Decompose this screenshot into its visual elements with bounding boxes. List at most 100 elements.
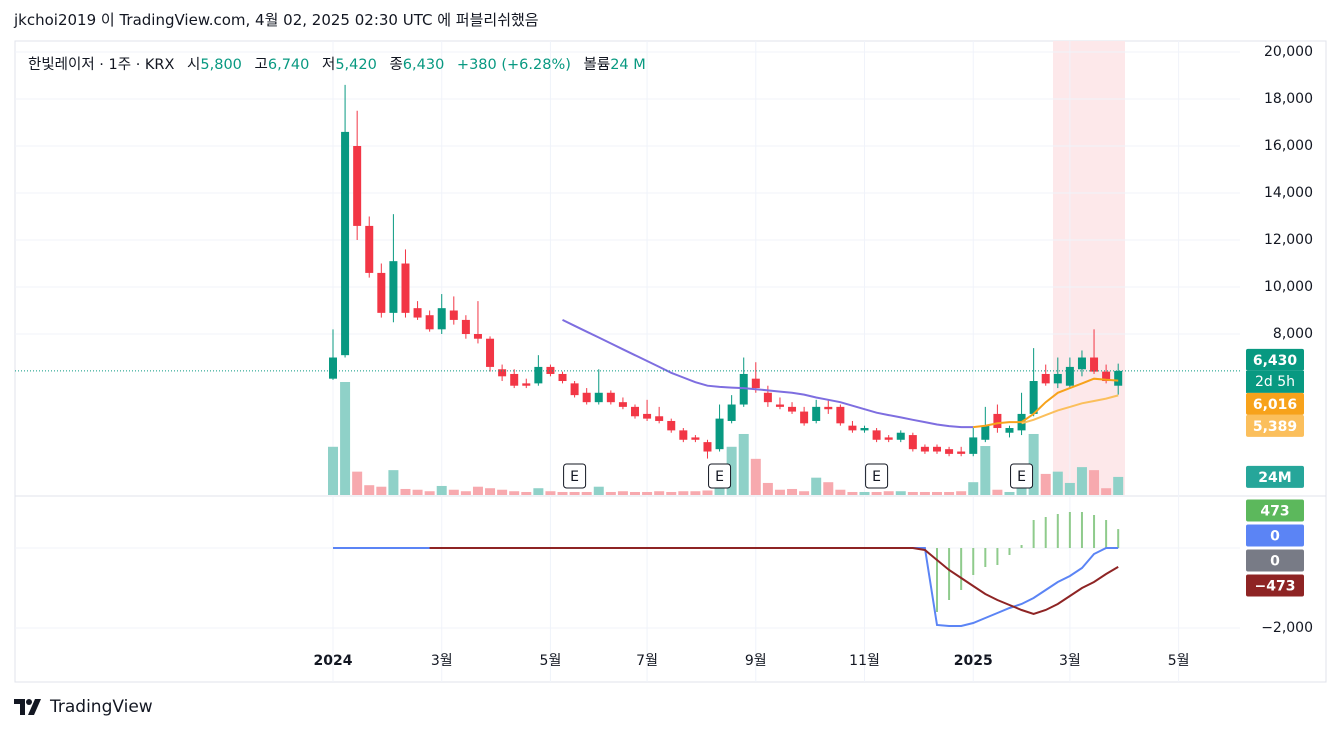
- volume-bar: [654, 491, 665, 495]
- y-tick-label: −2,000: [1261, 620, 1313, 636]
- candle-body: [353, 146, 362, 226]
- axis-badge: [1246, 414, 1304, 437]
- axis-badge: [1246, 499, 1304, 522]
- volume-bar: [702, 490, 713, 495]
- frame: [14, 40, 1327, 683]
- volume-bar: [726, 446, 737, 495]
- volume-bar: [968, 482, 979, 495]
- candle-body: [522, 383, 531, 386]
- candle-body: [510, 373, 519, 386]
- volume-bar: [497, 489, 508, 495]
- candle-body: [933, 446, 941, 452]
- candle-body: [546, 366, 555, 374]
- event-marker: [865, 463, 889, 489]
- volume-bar: [352, 471, 363, 495]
- x-tick-label: 5월: [1168, 653, 1190, 669]
- volume-bar: [605, 491, 616, 495]
- volume-bar: [485, 488, 496, 495]
- low-value: 5,420: [335, 57, 377, 73]
- candle-body: [618, 402, 627, 407]
- volume-bar: [871, 491, 882, 495]
- volume-bar: [593, 486, 604, 495]
- candle-body: [788, 406, 797, 412]
- volume-bar: [412, 489, 423, 495]
- volume-bar: [932, 491, 942, 495]
- histogram-bar: [1020, 545, 1023, 548]
- volume-bar: [376, 486, 387, 495]
- histogram-bar: [1117, 529, 1120, 548]
- axis-badge-label: 24M: [1258, 470, 1291, 486]
- axis-badge-label: 6,016: [1253, 397, 1297, 413]
- volume-bar: [835, 489, 846, 495]
- axis-badge: [1246, 392, 1304, 415]
- volume-label: 볼륨: [583, 57, 611, 73]
- candle-body: [449, 310, 458, 320]
- volume-bar: [799, 491, 810, 495]
- candle-body: [739, 373, 748, 405]
- axis-badge: [1246, 524, 1304, 547]
- volume-bar: [424, 491, 435, 495]
- volume-bar: [1052, 471, 1063, 495]
- event-label: E: [1017, 469, 1026, 485]
- legend: 한빛레이저 · 1주 · KRX 시5,800 고6,740 저5,420 종6…: [28, 53, 646, 74]
- volume-bar: [436, 485, 447, 495]
- candle-body: [896, 432, 905, 440]
- x-tick-label: 2024: [314, 653, 353, 669]
- volume-bar: [787, 488, 798, 495]
- volume-bar: [569, 491, 580, 495]
- x-tick-label: 9월: [745, 653, 767, 669]
- symbol: 한빛레이저 · 1주 · KRX: [28, 57, 175, 73]
- candle-body: [582, 392, 591, 403]
- volume-bar: [617, 491, 628, 495]
- high-value: 6,740: [267, 57, 310, 73]
- x-tick-label: 3월: [1059, 653, 1081, 669]
- candle-body: [377, 272, 386, 313]
- candle-body: [860, 428, 869, 431]
- histogram-bar: [996, 548, 999, 565]
- candle-body: [1102, 371, 1111, 382]
- volume-bar: [690, 491, 701, 495]
- candle-body: [558, 373, 567, 382]
- candle-body: [425, 315, 434, 330]
- axis-badge-label: 0: [1270, 529, 1280, 545]
- event-label: E: [872, 469, 881, 485]
- candle-body: [848, 425, 857, 431]
- candle-body: [775, 404, 784, 407]
- volume-bar: [956, 491, 967, 495]
- y-tick-label: 18,000: [1264, 91, 1313, 107]
- candle-body: [486, 338, 495, 367]
- histogram-bar: [1056, 514, 1059, 548]
- volume-bar: [521, 491, 532, 495]
- y-tick-label: 12,000: [1264, 232, 1313, 248]
- volume-bar: [581, 491, 592, 495]
- volume-bar: [460, 491, 471, 495]
- histogram-bar: [960, 548, 963, 590]
- volume-bar: [557, 491, 568, 495]
- y-tick-label: 20,000: [1264, 44, 1313, 60]
- histogram-bar: [972, 548, 975, 575]
- candle-body: [365, 225, 374, 273]
- axis-badge-label: 0: [1270, 554, 1280, 570]
- volume-bar: [1064, 482, 1075, 495]
- moving-average-line: [562, 319, 974, 429]
- candle-body: [341, 131, 350, 356]
- volume-bar: [1040, 473, 1051, 495]
- volume-bar: [1089, 470, 1100, 495]
- candle-body: [1077, 357, 1086, 370]
- histogram-bar: [1068, 512, 1071, 548]
- y-tick-label: 16,000: [1264, 138, 1313, 154]
- volume-bar: [992, 489, 1003, 495]
- event-marker: [1010, 463, 1034, 489]
- volume-bar: [1113, 476, 1124, 495]
- high-label: 고: [254, 57, 268, 73]
- candle-body: [1065, 366, 1074, 386]
- volume-bar: [859, 491, 870, 495]
- highlight-region: [1053, 41, 1125, 495]
- candle-body: [908, 435, 917, 450]
- y-tick-label: 8,000: [1273, 326, 1313, 342]
- candle-body: [751, 378, 760, 389]
- histogram-bar: [1093, 515, 1096, 548]
- volume-value: 24 M: [610, 57, 646, 73]
- event-marker: [708, 463, 732, 489]
